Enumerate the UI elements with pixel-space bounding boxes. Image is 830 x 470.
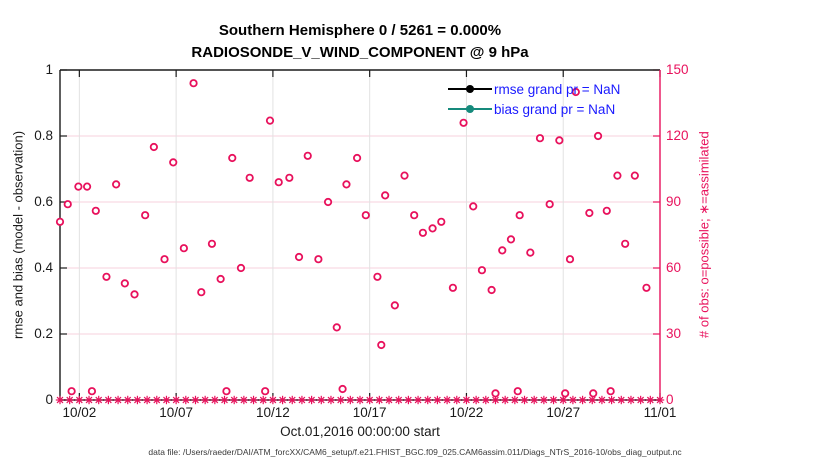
legend-entry-bias: bias grand pr = NaN [448, 99, 620, 119]
plot-title-line1: Southern Hemisphere 0 / 5261 = 0.000% [218, 22, 502, 39]
y-left-tick-label: 0.4 [34, 260, 53, 275]
y-right-tick-label: 90 [666, 194, 682, 209]
y-right-tick-label: 60 [666, 260, 682, 275]
x-tick-label: 10/27 [546, 405, 581, 420]
y-left-tick-label: 1 [45, 62, 53, 77]
y-left-tick-label: 0 [45, 392, 53, 407]
plot-title-line2: RADIOSONDE_V_WIND_COMPONENT @ 9 hPa [191, 44, 529, 61]
x-tick-label: 10/07 [159, 405, 194, 420]
y-left-tick-label: 0.2 [34, 326, 53, 341]
bias-line-marker-icon [448, 102, 492, 116]
rmse-line-marker-icon [448, 82, 492, 96]
x-tick-label: 11/01 [643, 405, 677, 420]
legend-label-rmse: rmse grand pr = NaN [494, 81, 621, 97]
legend-label-bias: bias grand pr = NaN [494, 101, 616, 117]
x-tick-label: 10/02 [62, 405, 97, 420]
y-right-tick-label: 120 [666, 128, 689, 143]
y-right-tick-label: 30 [666, 326, 682, 341]
y-right-tick-label: 150 [666, 62, 689, 77]
y-left-tick-label: 0.8 [34, 128, 53, 143]
y-right-tick-label: 0 [666, 392, 674, 407]
left-axis-label: rmse and bias (model - observation) [10, 130, 26, 340]
x-tick-label: 10/22 [449, 405, 484, 420]
x-tick-label: 10/17 [352, 405, 387, 420]
legend: rmse grand pr = NaN bias grand pr = NaN [448, 79, 620, 119]
legend-entry-rmse: rmse grand pr = NaN [448, 79, 620, 99]
data-file-caption: data file: /Users/raeder/DAI/ATM_forcXX/… [148, 447, 682, 457]
right-axis-label: # of obs: o=possible; ∗=assimilated [696, 131, 712, 339]
x-tick-label: 10/12 [255, 405, 290, 420]
y-left-tick-label: 0.6 [34, 194, 53, 209]
x-axis-label: Oct.01,2016 00:00:00 start [280, 424, 440, 439]
